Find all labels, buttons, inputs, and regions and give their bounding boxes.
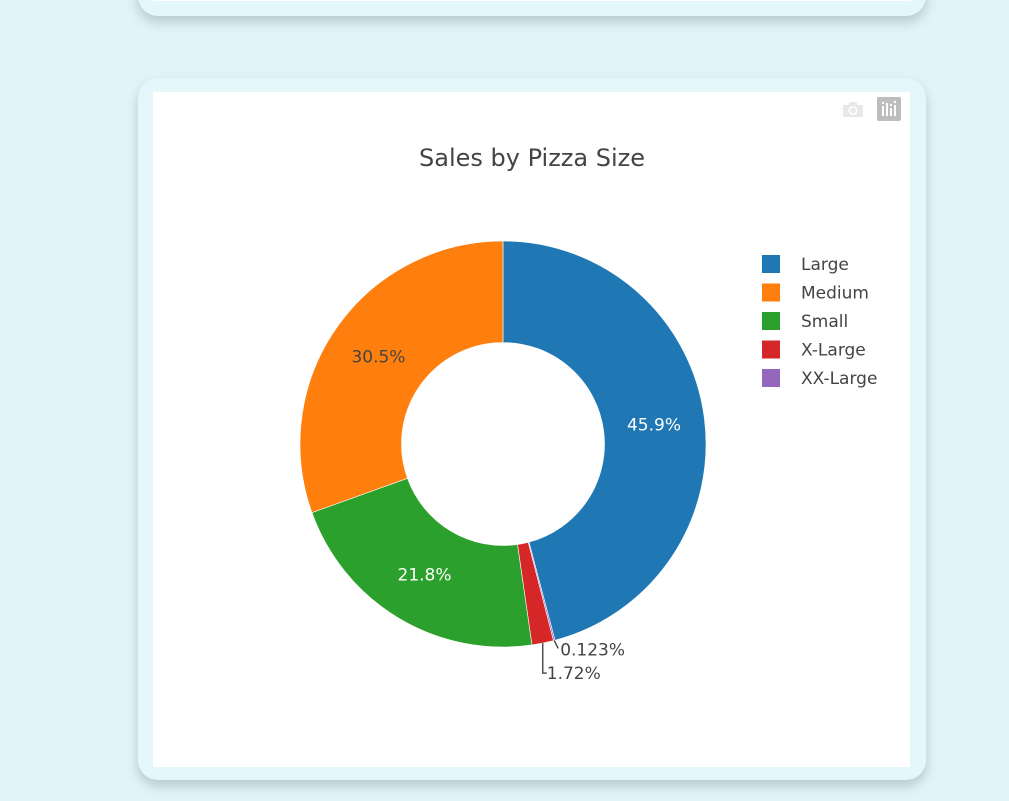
- slice-label-xx-large: 0.123%: [560, 640, 625, 660]
- previous-chart-card: [138, 0, 926, 16]
- slice-label-medium: 30.5%: [351, 347, 405, 367]
- legend-label-small[interactable]: Small: [801, 312, 848, 332]
- legend-swatch-xx-large[interactable]: [762, 369, 780, 387]
- plotly-logo-icon[interactable]: [876, 96, 902, 122]
- slice-medium[interactable]: [299, 240, 504, 513]
- legend-swatch-x-large[interactable]: [762, 340, 780, 359]
- slice-label-small: 21.8%: [398, 565, 452, 585]
- leader-line-xx-large: [553, 640, 559, 649]
- slice-labels-group: 45.9% 0.123% 1.72% 21.8% 30.5%: [351, 347, 681, 684]
- legend-label-x-large[interactable]: X-Large: [801, 341, 866, 361]
- legend-swatch-large[interactable]: [762, 255, 780, 273]
- camera-icon[interactable]: [840, 96, 866, 122]
- modebar: [840, 96, 902, 122]
- leader-line-x-large: [542, 643, 547, 674]
- legend-swatch-medium[interactable]: [762, 283, 780, 302]
- slice-label-large: 45.9%: [627, 415, 681, 435]
- plot-area: Sales by Pizza Size 45.9% 0.123% 1.72% 21.8…: [153, 92, 910, 767]
- chart-title: Sales by Pizza Size: [419, 144, 645, 172]
- legend-label-medium[interactable]: Medium: [801, 284, 869, 304]
- slice-small[interactable]: [311, 477, 533, 648]
- donut-chart: Sales by Pizza Size 45.9% 0.123% 1.72% 21.8…: [299, 144, 877, 684]
- slice-label-x-large: 1.72%: [547, 664, 601, 684]
- legend-label-xx-large[interactable]: XX-Large: [801, 369, 877, 389]
- previous-chart-plot-area: [153, 0, 911, 1]
- legend: Large Medium Small X-Large XX-Large: [762, 255, 877, 389]
- slice-large[interactable]: [502, 240, 707, 641]
- legend-swatch-small[interactable]: [762, 312, 780, 330]
- chart-card: Sales by Pizza Size 45.9% 0.123% 1.72% 21.8…: [138, 78, 926, 780]
- legend-label-large[interactable]: Large: [801, 255, 849, 275]
- slices-group: [299, 240, 707, 648]
